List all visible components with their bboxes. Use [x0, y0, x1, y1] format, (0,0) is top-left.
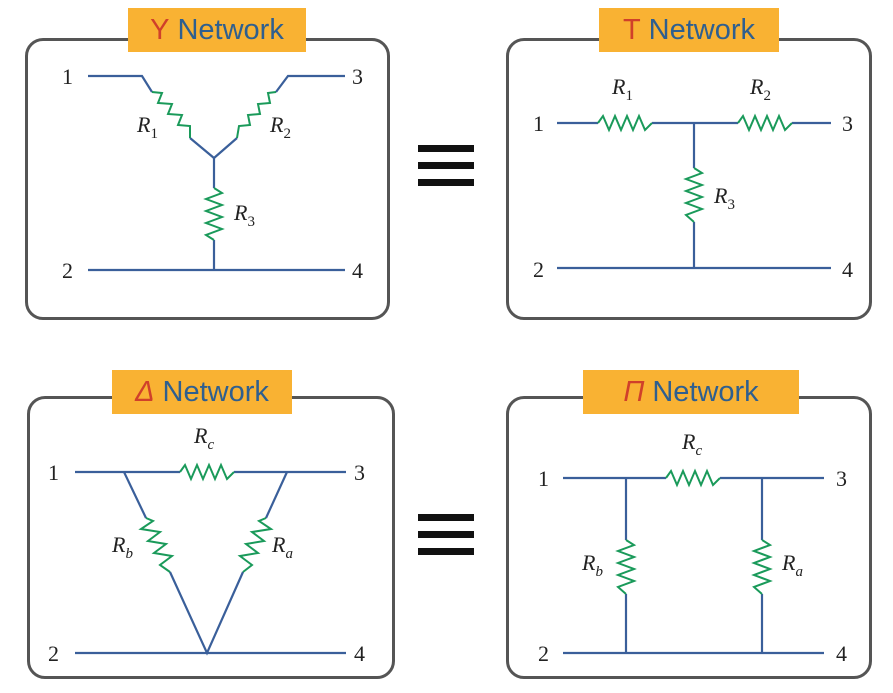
- t-title-text: Network: [648, 13, 756, 46]
- delta-node-2: 2: [48, 641, 59, 666]
- pi-rb-label: Rb: [581, 550, 603, 580]
- t-network-title: T Network: [599, 8, 779, 52]
- t-r1-label: R1: [611, 74, 633, 104]
- delta-network-panel: [27, 396, 395, 679]
- pi-rc-resistor: [665, 468, 721, 488]
- pi-network-panel: [506, 396, 872, 679]
- pi-network-title: Π Network: [583, 370, 799, 414]
- delta-ra-resistor: [237, 517, 274, 573]
- t-node-2: 2: [533, 257, 544, 282]
- t-r2-label: R2: [749, 74, 771, 104]
- delta-rc-label: Rc: [193, 423, 214, 453]
- delta-title-text: Network: [162, 375, 269, 408]
- pi-ra-resistor: [751, 539, 773, 595]
- t-network-panel: [506, 38, 872, 320]
- delta-symbol: Δ: [135, 375, 155, 408]
- delta-node-1: 1: [48, 460, 59, 485]
- y-node-4: 4: [352, 258, 363, 283]
- pi-symbol: Π: [623, 375, 645, 408]
- t-r3-label: R3: [713, 183, 735, 213]
- y-network-panel: [25, 38, 390, 320]
- pi-rb-resistor: [615, 539, 637, 595]
- y-r3-resistor: [203, 187, 225, 241]
- delta-node-3: 3: [354, 460, 365, 485]
- y-r2-label: R2: [269, 112, 291, 142]
- y-symbol: Y: [150, 13, 170, 46]
- pi-node-3: 3: [836, 466, 847, 491]
- pi-rc-label: Rc: [681, 429, 702, 459]
- delta-network-title: Δ Network: [112, 370, 292, 414]
- pi-ra-label: Ra: [781, 550, 803, 580]
- delta-network-diagram: 1 3 2 4 Rc Rb Ra: [48, 423, 365, 666]
- pi-title-text: Network: [652, 375, 759, 408]
- t-r1-resistor: [597, 113, 653, 133]
- pi-node-4: 4: [836, 641, 847, 666]
- y-node-2: 2: [62, 258, 73, 283]
- equivalence-symbol-top: [418, 145, 474, 196]
- y-title-text: Network: [177, 13, 284, 46]
- y-network-diagram: 1 3 2 4 R1 R2 R3: [62, 64, 363, 283]
- pi-node-1: 1: [538, 466, 549, 491]
- t-symbol: T: [622, 13, 641, 46]
- delta-rb-label: Rb: [111, 532, 133, 562]
- equivalence-symbol-bottom: [418, 514, 474, 565]
- delta-ra-label: Ra: [271, 532, 293, 562]
- pi-network-diagram: 1 3 2 4 Rc Rb Ra: [538, 429, 847, 666]
- y-r1-label: R1: [136, 112, 158, 142]
- y-r3-label: R3: [233, 200, 255, 230]
- t-node-3: 3: [842, 111, 853, 136]
- delta-rc-resistor: [179, 462, 235, 482]
- y-network-title: Y Network: [128, 8, 306, 52]
- t-r2-resistor: [737, 113, 793, 133]
- y-node-1: 1: [62, 64, 73, 89]
- t-node-1: 1: [533, 111, 544, 136]
- t-r3-resistor: [683, 167, 705, 223]
- t-network-diagram: 1 3 2 4 R1 R2 R3: [533, 74, 853, 282]
- y-r1-resistor: [151, 91, 191, 138]
- t-node-4: 4: [842, 257, 853, 282]
- y-r2-resistor: [236, 91, 277, 139]
- y-node-3: 3: [352, 64, 363, 89]
- delta-rb-resistor: [138, 517, 175, 573]
- pi-node-2: 2: [538, 641, 549, 666]
- delta-node-4: 4: [354, 641, 365, 666]
